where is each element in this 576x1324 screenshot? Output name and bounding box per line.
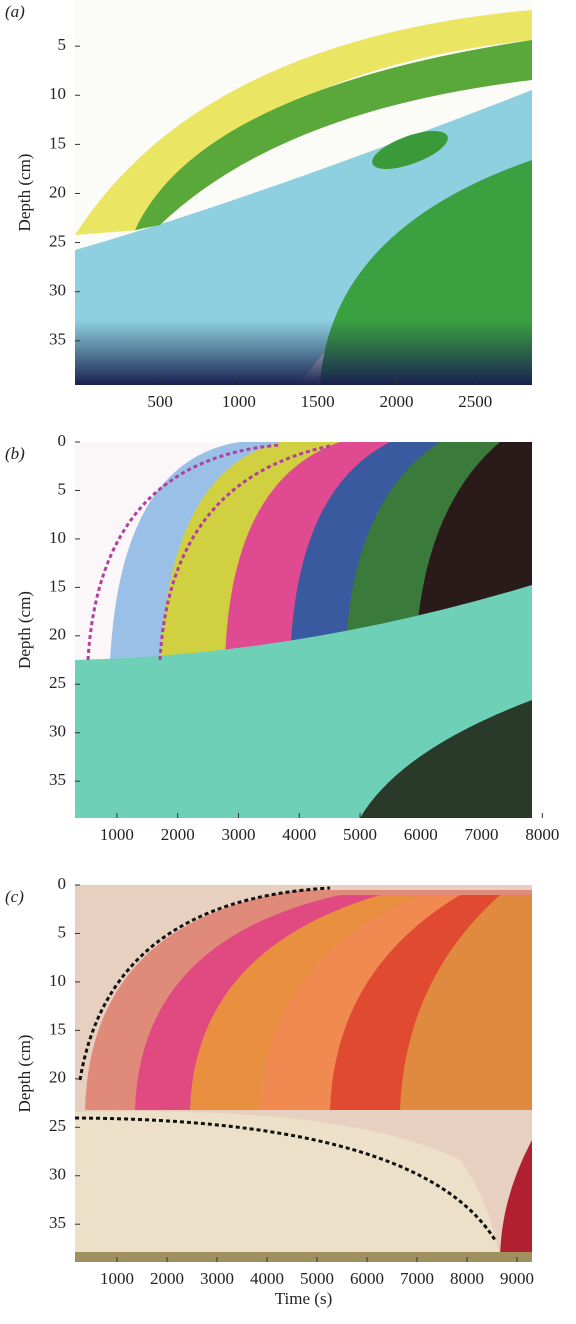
y-tick-label: 5 [58, 922, 67, 941]
y-tick-label: 15 [49, 576, 66, 595]
x-tick-label: 2000 [161, 825, 195, 844]
x-tick-label: 4000 [282, 825, 316, 844]
x-tick-label: 1000 [222, 392, 256, 411]
x-tick-label: 2000 [379, 392, 413, 411]
y-tick-label: 35 [49, 770, 66, 789]
y-tick-label: 10 [49, 84, 66, 103]
x-tick-label: 6000 [404, 825, 438, 844]
x-tick-label: 1000 [100, 825, 134, 844]
y-tick-label: 30 [49, 1165, 66, 1184]
panel-label: (a) [5, 2, 25, 21]
x-tick-label: 4000 [250, 1269, 284, 1288]
y-axis-label: Depth (cm) [15, 591, 34, 669]
y-tick-label: 25 [49, 1116, 66, 1135]
x-tick-label: 1500 [301, 392, 335, 411]
panel-a-image [75, 0, 532, 385]
y-axis-label: Depth (cm) [15, 1035, 34, 1113]
x-tick-label: 7000 [400, 1269, 434, 1288]
y-tick-label: 0 [58, 874, 67, 893]
y-tick-label: 35 [49, 1213, 66, 1232]
panel-label: (c) [5, 887, 24, 906]
y-axis-label: Depth (cm) [15, 154, 34, 232]
y-tick-label: 20 [49, 625, 66, 644]
x-tick-label: 2000 [150, 1269, 184, 1288]
y-tick-label: 35 [49, 330, 66, 349]
x-tick-label: 2500 [458, 392, 492, 411]
y-tick-label: 15 [49, 133, 66, 152]
y-tick-label: 20 [49, 1068, 66, 1087]
x-tick-label: 1000 [100, 1269, 134, 1288]
y-tick-label: 25 [49, 673, 66, 692]
panel-label: (b) [5, 444, 25, 463]
x-tick-label: 3000 [200, 1269, 234, 1288]
y-tick-label: 20 [49, 182, 66, 201]
y-tick-label: 25 [49, 231, 66, 250]
x-axis-label: Time (s) [275, 1289, 332, 1308]
x-tick-label: 8000 [450, 1269, 484, 1288]
x-tick-label: 6000 [350, 1269, 384, 1288]
x-tick-label: 5000 [343, 825, 377, 844]
x-tick-label: 9000 [500, 1269, 534, 1288]
x-tick-label: 7000 [465, 825, 499, 844]
y-tick-label: 10 [49, 528, 66, 547]
panel-c-image [75, 885, 532, 1262]
y-tick-label: 30 [49, 722, 66, 741]
y-tick-label: 5 [58, 479, 67, 498]
x-tick-label: 500 [147, 392, 173, 411]
y-tick-label: 0 [58, 431, 67, 450]
x-tick-label: 8000 [525, 825, 559, 844]
y-tick-label: 10 [49, 971, 66, 990]
y-tick-label: 15 [49, 1019, 66, 1038]
y-tick-label: 30 [49, 281, 66, 300]
x-tick-label: 3000 [221, 825, 255, 844]
y-tick-label: 5 [58, 35, 67, 54]
x-tick-label: 5000 [300, 1269, 334, 1288]
panel-b-image [75, 442, 532, 818]
